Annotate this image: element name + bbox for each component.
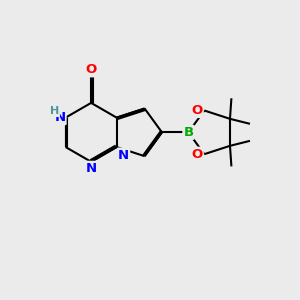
Text: N: N bbox=[118, 148, 129, 161]
Text: O: O bbox=[192, 148, 203, 161]
Text: B: B bbox=[183, 126, 194, 139]
Text: N: N bbox=[85, 162, 97, 175]
Text: N: N bbox=[55, 111, 66, 124]
Text: O: O bbox=[85, 63, 97, 76]
Text: H: H bbox=[50, 106, 59, 116]
Text: O: O bbox=[192, 104, 203, 117]
